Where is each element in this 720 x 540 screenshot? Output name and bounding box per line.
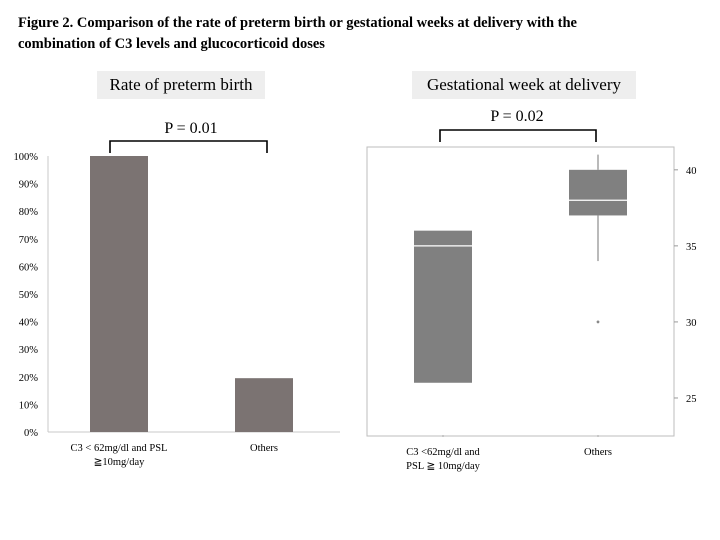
box-category-label: Others	[584, 447, 612, 458]
bar-y-tick-label: 10%	[19, 400, 39, 411]
bar-significance-bracket	[109, 140, 268, 153]
bar	[235, 378, 293, 432]
bar-y-tick-label: 40%	[19, 318, 39, 329]
figure-title-line-2: combination of C3 levels and glucocortic…	[18, 36, 325, 52]
box-category-label: C3 <62mg/dl and	[406, 447, 480, 458]
box	[569, 169, 627, 216]
bar-category-label: Others	[250, 443, 278, 454]
box-outlier-point	[596, 320, 600, 324]
box-chart-title: Gestational week at delivery	[412, 71, 636, 99]
bar-y-tick-label: 70%	[19, 235, 39, 246]
figure-title-line-1: Figure 2. Comparison of the rate of pret…	[18, 15, 577, 31]
bar-y-tick-label: 80%	[19, 207, 39, 218]
bar-y-tick-label: 50%	[19, 290, 39, 301]
box	[414, 230, 472, 383]
bar-y-tick-label: 0%	[24, 428, 38, 439]
box-y-tick-label: 35	[686, 242, 697, 253]
bar-chart-title: Rate of preterm birth	[97, 71, 265, 99]
bar-y-tick-label: 20%	[19, 373, 39, 384]
box-category-tick	[442, 435, 444, 437]
bar-p-value: P = 0.01	[164, 120, 217, 137]
box-category-tick	[597, 435, 599, 437]
bar	[90, 156, 148, 432]
box-y-tick-label: 40	[686, 166, 697, 177]
box-p-value: P = 0.02	[490, 108, 543, 125]
bar-y-tick-label: 60%	[19, 262, 39, 273]
bar-category-label: ≧10mg/day	[94, 457, 146, 468]
bar-category-label: C3 < 62mg/dl and PSL	[71, 443, 168, 454]
bar-y-tick-label: 30%	[19, 345, 39, 356]
box-plot-frame	[366, 146, 675, 437]
bar-y-tick-label: 90%	[19, 180, 39, 191]
box-significance-bracket	[439, 129, 597, 142]
figure-title: Figure 2. Comparison of the rate of pret…	[18, 13, 698, 55]
bar-y-tick-label: 100%	[14, 152, 39, 163]
box-y-tick-label: 25	[686, 394, 697, 405]
box-y-tick-label: 30	[686, 318, 697, 329]
box-category-label: PSL ≧ 10mg/day	[406, 461, 480, 472]
